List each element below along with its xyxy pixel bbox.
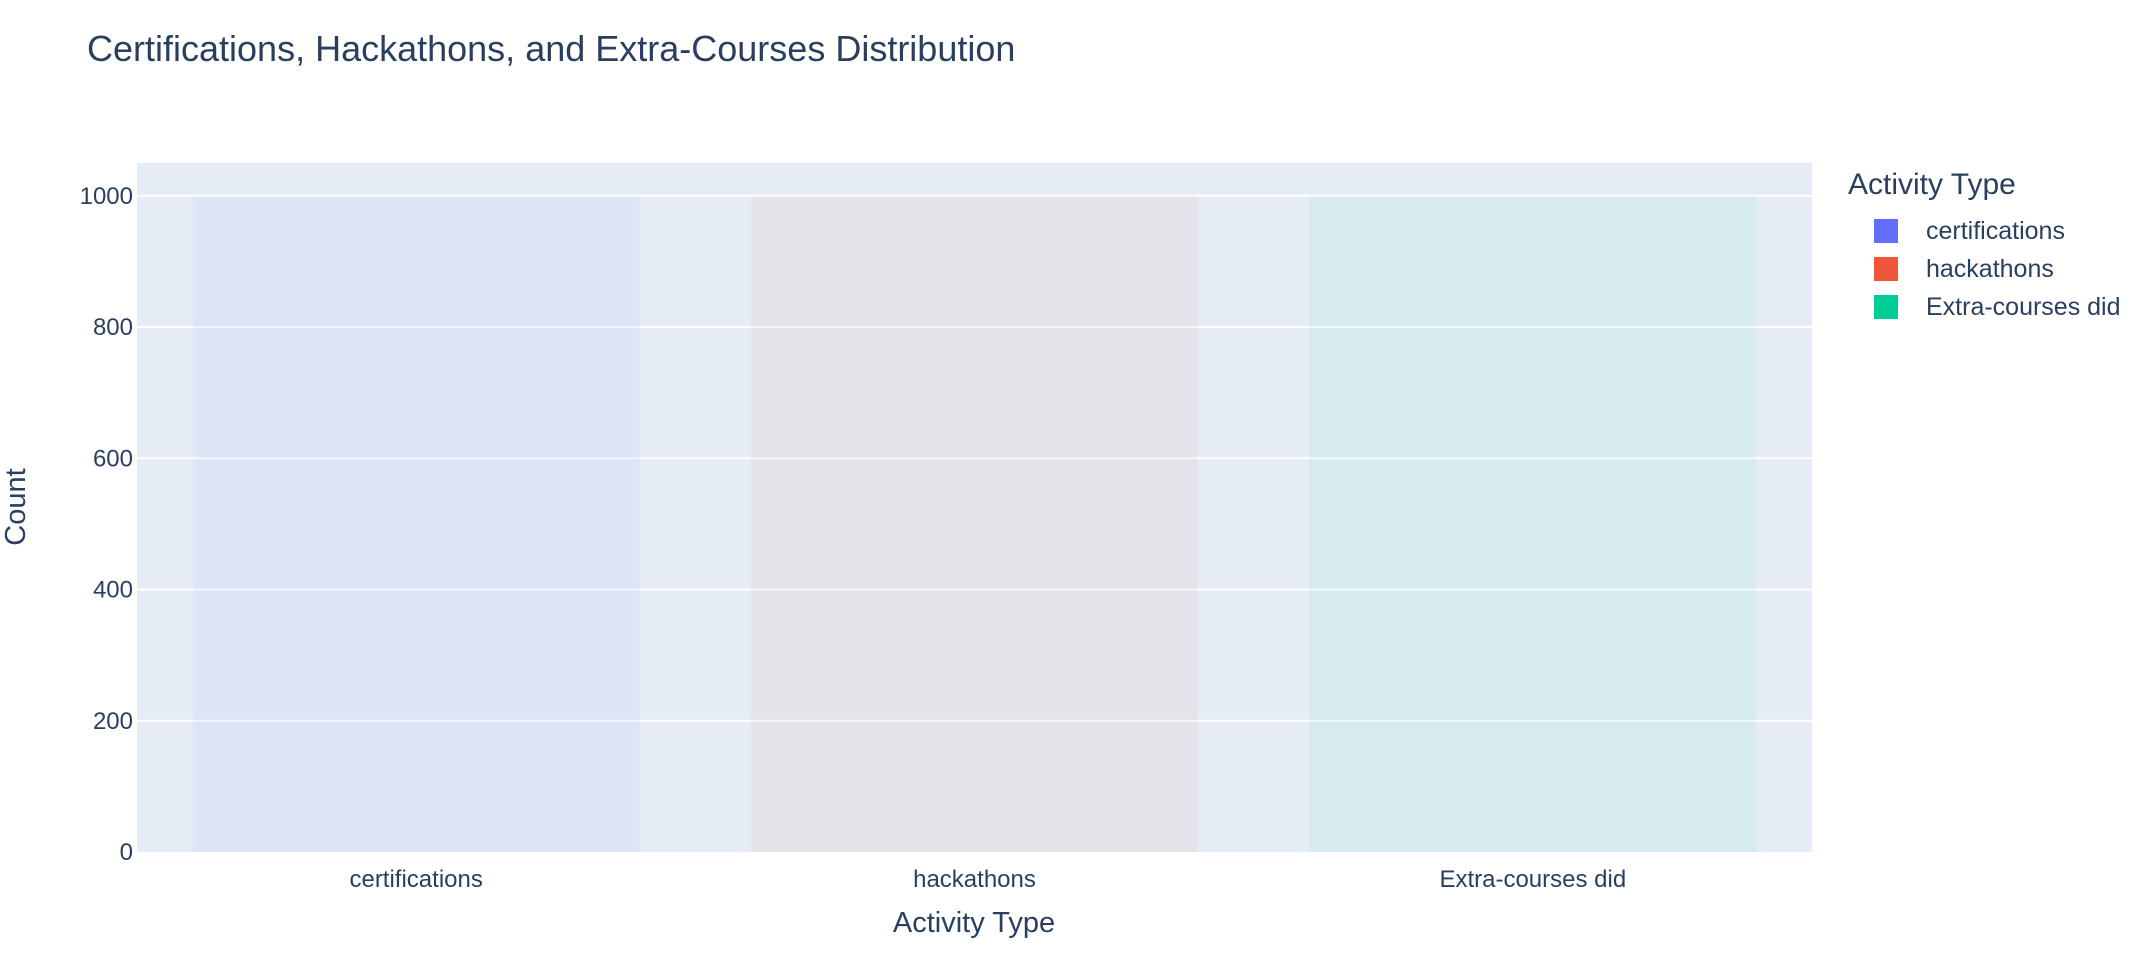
legend-item-certifications[interactable]: certifications [1874,212,2121,250]
y-axis-title: Count [0,468,32,545]
bars [192,195,1757,853]
legend-items: certifications hackathons Extra-courses di… [1848,212,2121,326]
x-tick-label: hackathons [913,866,1036,893]
y-tick-label: 800 [93,314,133,341]
y-tick-label: 400 [93,577,133,604]
grid-lines [137,194,1812,722]
x-tick-label: certifications [349,866,482,893]
bar-hackathons[interactable] [751,195,1198,853]
legend-swatch [1874,257,1898,281]
y-tick-label: 200 [93,708,133,735]
legend-item-extra-courses-did[interactable]: Extra-courses did [1874,288,2121,326]
legend: Activity Type certifications hackathons Ex… [1848,168,2121,326]
plot-area [137,163,1812,852]
legend-label: Extra-courses did [1926,292,2121,321]
y-tick-label: 600 [93,445,133,472]
bar-certifications[interactable] [192,195,640,853]
y-tick-label: 1000 [80,183,133,210]
x-tick-label: Extra-courses did [1439,866,1626,893]
legend-item-hackathons[interactable]: hackathons [1874,250,2121,288]
y-tick-label: 0 [120,839,133,866]
x-axis-title: Activity Type [893,907,1055,939]
y-tick-labels: 0 200 400 600 800 1000 [80,183,133,866]
legend-label: hackathons [1926,254,2054,283]
chart-title: Certifications, Hackathons, and Extra-Co… [87,28,1016,69]
legend-swatch [1874,295,1898,319]
legend-label: certifications [1926,216,2065,245]
legend-title: Activity Type [1848,168,2016,201]
bar-extra-courses-did[interactable] [1309,195,1757,853]
x-tick-labels: certifications hackathons Extra-courses di… [349,866,1626,893]
legend-swatch [1874,219,1898,243]
